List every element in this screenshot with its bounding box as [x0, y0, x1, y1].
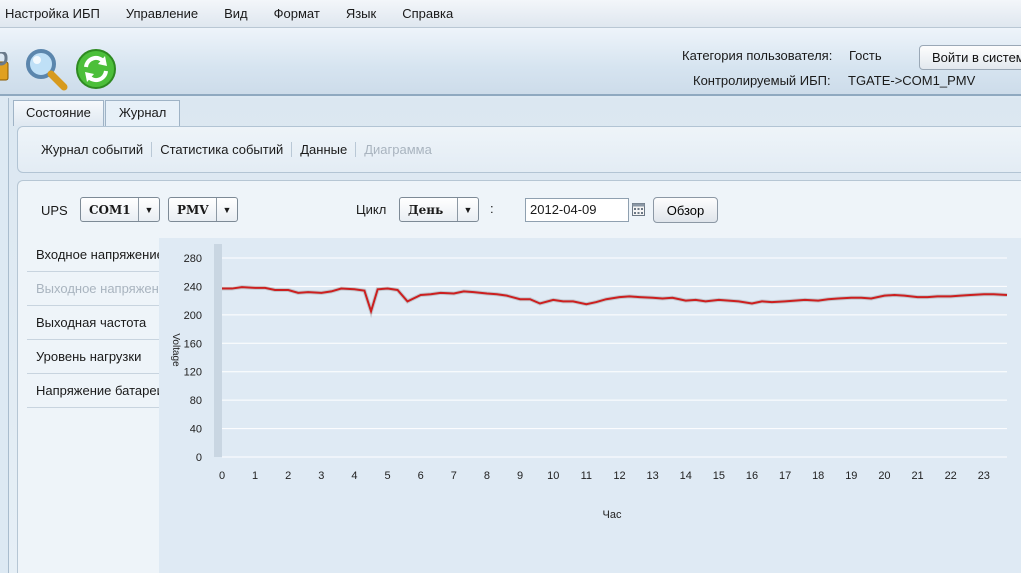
y-tick-label: 0: [196, 452, 202, 464]
search-icon[interactable]: [24, 47, 68, 94]
calendar-icon[interactable]: [632, 203, 645, 219]
subnav-diagram: Диаграмма: [355, 142, 440, 157]
x-tick-label: 7: [451, 470, 457, 482]
cycle-select-value: День: [408, 203, 444, 217]
login-button[interactable]: Войти в систему: [919, 45, 1021, 70]
y-axis-bar: [214, 244, 222, 457]
x-tick-label: 19: [845, 470, 857, 482]
subnav-event-log[interactable]: Журнал событий: [41, 142, 144, 157]
x-tick-label: 2: [285, 470, 291, 482]
subnav-data[interactable]: Данные: [291, 142, 355, 157]
refresh-icon[interactable]: [75, 48, 117, 93]
list-item-load-level[interactable]: Уровень нагрузки: [27, 340, 159, 374]
menu-view[interactable]: Вид: [224, 5, 248, 21]
subnav-bar: Журнал событий Статистика событий Данные…: [17, 126, 1021, 173]
x-tick-label: 21: [911, 470, 923, 482]
series-line-shadow: [222, 285, 1008, 319]
list-item-input-voltage[interactable]: Входное напряжение: [27, 238, 159, 272]
x-tick-label: 18: [812, 470, 824, 482]
menu-help[interactable]: Справка: [402, 5, 454, 21]
x-tick-label: 5: [385, 470, 391, 482]
y-tick-label: 80: [190, 395, 202, 407]
y-tick-label: 280: [184, 253, 202, 265]
list-item-output-frequency[interactable]: Выходная частота: [27, 306, 159, 340]
x-axis-label: Час: [603, 509, 622, 521]
x-tick-label: 1: [252, 470, 258, 482]
x-tick-label: 11: [581, 470, 592, 482]
x-tick-label: 22: [945, 470, 957, 482]
menu-bar: Настройка ИБП Управление Вид Формат Язык…: [0, 0, 1021, 28]
cycle-select[interactable]: День ▼: [399, 197, 479, 222]
date-colon: :: [490, 201, 494, 216]
x-tick-label: 13: [646, 470, 658, 482]
x-tick-label: 14: [680, 470, 692, 482]
browse-button[interactable]: Обзор: [653, 197, 718, 223]
tab-log[interactable]: Журнал: [104, 100, 181, 128]
toolbar: Категория пользователя: Гость Контролиру…: [0, 28, 1021, 96]
menu-ups-settings[interactable]: Настройка ИБП: [5, 5, 100, 21]
lock-icon[interactable]: [0, 50, 10, 85]
x-tick-label: 20: [878, 470, 890, 482]
parameter-list: Входное напряжение Выходное напряжение В…: [27, 238, 159, 408]
x-tick-label: 15: [713, 470, 725, 482]
x-tick-label: 4: [351, 470, 357, 482]
x-tick-label: 16: [746, 470, 758, 482]
model-select[interactable]: PMV ▼: [168, 197, 238, 222]
chevron-down-icon[interactable]: ▼: [216, 198, 237, 221]
model-select-value: PMV: [177, 203, 209, 217]
cycle-label: Цикл: [356, 202, 387, 217]
voltage-chart: 0 40 80 120 160 200 240 280 0 1 2 3 4 5 6 7 8 9 10 11 12 13 14…: [159, 238, 1021, 573]
user-category-label: Категория пользователя:: [682, 48, 833, 63]
user-category-value: Гость: [849, 48, 882, 63]
x-tick-label: 17: [779, 470, 791, 482]
x-tick-label: 8: [484, 470, 490, 482]
content-panel: UPS COM1 ▼ PMV ▼ Цикл День ▼ : 2012-04-0…: [17, 180, 1021, 573]
tab-status[interactable]: Состояние: [13, 100, 104, 126]
chevron-down-icon[interactable]: ▼: [457, 198, 478, 221]
series-line: [222, 286, 1008, 315]
list-item-battery-voltage[interactable]: Напряжение батареи: [27, 374, 159, 408]
monitored-ups-value: TGATE->COM1_PMV: [848, 73, 976, 88]
x-tick-label: 6: [418, 470, 424, 482]
ups-label: UPS: [41, 203, 68, 218]
port-select[interactable]: COM1 ▼: [80, 197, 160, 222]
y-tick-label: 240: [184, 281, 202, 293]
tab-bar: Состояние Журнал: [13, 100, 181, 128]
chevron-down-icon[interactable]: ▼: [138, 198, 159, 221]
menu-language[interactable]: Язык: [345, 5, 377, 21]
x-tick-label: 3: [318, 470, 324, 482]
y-axis-label: Voltage: [170, 333, 181, 367]
y-tick-label: 160: [184, 338, 202, 350]
x-tick-label: 23: [978, 470, 990, 482]
menu-control[interactable]: Управление: [125, 5, 199, 21]
subnav-event-statistics[interactable]: Статистика событий: [151, 142, 291, 157]
menu-format[interactable]: Формат: [273, 5, 320, 21]
date-field[interactable]: 2012-04-09: [525, 198, 629, 222]
x-tick-label: 9: [517, 470, 523, 482]
main-frame: Состояние Журнал Журнал событий Статисти…: [8, 98, 1021, 573]
x-tick-label: 0: [219, 470, 225, 482]
y-tick-label: 120: [184, 367, 202, 379]
y-tick-label: 40: [190, 424, 202, 436]
x-tick-label: 12: [613, 470, 625, 482]
y-tick-label: 200: [184, 310, 202, 322]
monitored-ups-label: Контролируемый ИБП:: [693, 73, 831, 88]
list-item-output-voltage: Выходное напряжение: [27, 272, 159, 306]
port-select-value: COM1: [89, 203, 131, 217]
x-tick-label: 10: [547, 470, 559, 482]
